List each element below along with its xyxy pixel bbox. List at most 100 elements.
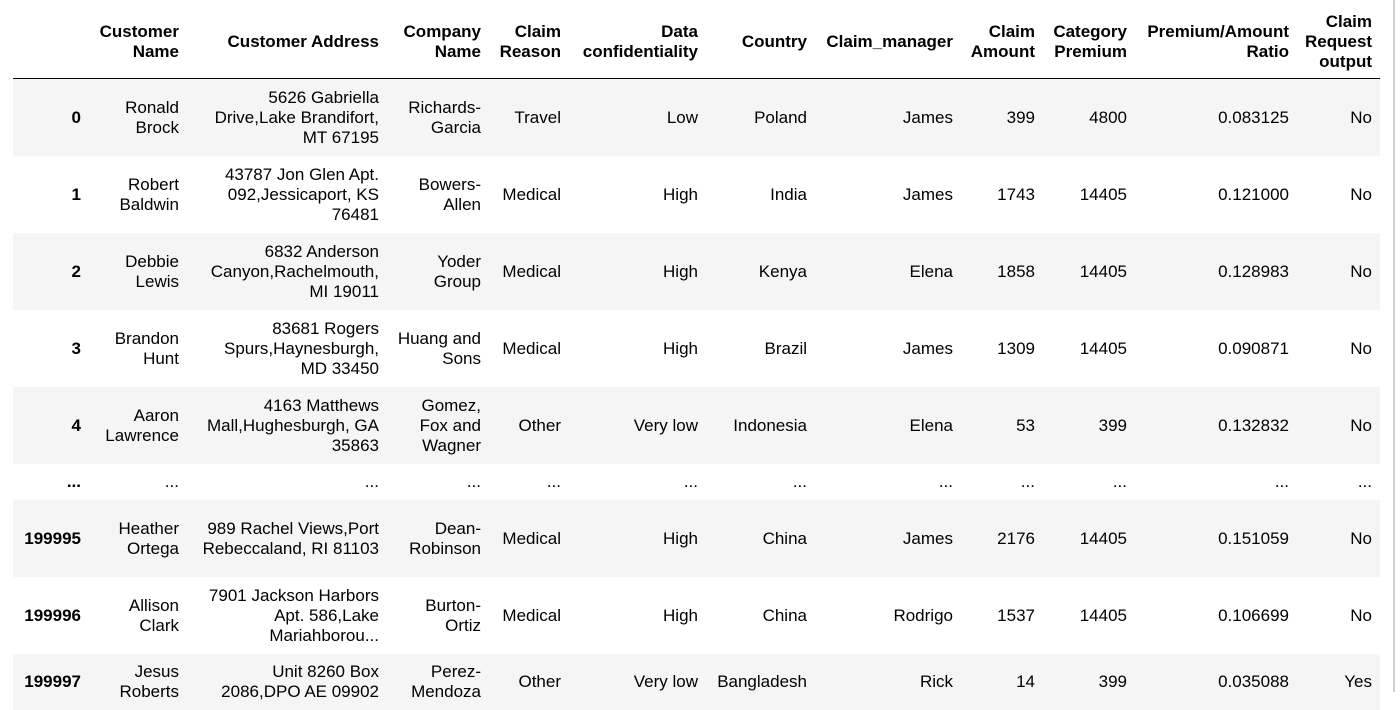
table-cell: Brazil (764, 338, 807, 358)
table-cell: 1309 (997, 338, 1035, 358)
table-cell: 399 (1006, 107, 1035, 127)
table-cell: 0.090871 (1218, 338, 1289, 358)
table-cell: Travel (514, 107, 561, 127)
table-cell: ... (466, 472, 481, 491)
table-cell: James (902, 184, 953, 204)
table-cell: 1858 (997, 261, 1035, 281)
table-row: 2 Debbie Lewis 6832 Anderson Canyon,Rach… (13, 233, 1380, 310)
table-cell: James (902, 107, 953, 127)
table-cell: 0.121000 (1218, 184, 1289, 204)
table-cell: 83681 Rogers Spurs,Haynesburgh, MD 33450 (224, 318, 379, 378)
column-header: Claim_manager (815, 6, 961, 79)
table-cell: Perez-Mendoza (411, 662, 481, 701)
table-cell: Medical (502, 261, 561, 281)
table-cell: Richards-Garcia (408, 97, 481, 137)
table-cell: ... (364, 472, 379, 491)
table-cell: 14405 (1079, 338, 1127, 358)
table-cell: Unit 8260 Box 2086,DPO AE 09902 (221, 662, 379, 701)
table-cell: No (1350, 528, 1372, 548)
table-cell: Elena (909, 261, 953, 281)
table-cell: High (663, 605, 698, 625)
table-cell: Poland (754, 107, 807, 127)
table-cell: ... (546, 472, 561, 491)
table-row: 1 Robert Baldwin 43787 Jon Glen Apt. 092… (13, 156, 1380, 233)
column-header: Company Name (387, 6, 489, 79)
table-cell: 14405 (1079, 605, 1127, 625)
row-index: 2 (71, 261, 81, 281)
table-row: 199996 Allison Clark 7901 Jackson Harbor… (13, 577, 1380, 654)
table-cell: Elena (909, 415, 953, 435)
table-cell: Yoder Group (433, 251, 481, 291)
table-cell: No (1350, 107, 1372, 127)
table-cell: Indonesia (733, 415, 807, 435)
column-header: Customer Address (187, 6, 387, 79)
table-cell: 53 (1016, 415, 1035, 435)
table-cell: ... (1020, 472, 1035, 491)
table-cell: 0.128983 (1218, 261, 1289, 281)
table-row: 199997 Jesus Roberts Unit 8260 Box 2086,… (13, 654, 1380, 710)
table-cell: Huang and Sons (397, 328, 481, 368)
table-cell: Gomez, Fox and Wagner (419, 395, 481, 455)
table-cell: ... (1357, 472, 1372, 491)
table-cell: Heather Ortega (118, 518, 179, 558)
column-header: Category Premium (1043, 6, 1135, 79)
table-cell: Allison Clark (128, 595, 179, 635)
table-cell: Rick (919, 672, 953, 691)
index-header (13, 6, 89, 79)
table-cell: High (663, 338, 698, 358)
row-index: 199995 (24, 528, 81, 548)
column-header: Claim Request output (1297, 6, 1380, 79)
table-cell: Other (518, 415, 561, 435)
table-cell: India (770, 184, 807, 204)
table-row: 0 Ronald Brock 5626 Gabriella Drive,Lake… (13, 78, 1380, 156)
table-cell: Dean-Robinson (409, 518, 481, 558)
column-header: Claim Amount (961, 6, 1043, 79)
header-row: Customer Name Customer Address Company N… (13, 6, 1380, 79)
row-index: 0 (71, 107, 81, 127)
page-right-border (1393, 0, 1395, 692)
table-cell: 0.106699 (1218, 605, 1289, 625)
table-cell: Yes (1344, 672, 1372, 691)
row-index: 1 (71, 184, 81, 204)
table-cell: ... (938, 472, 953, 491)
table-cell: Bowers-Allen (418, 174, 481, 214)
table-cell: 4163 Matthews Mall,Hughesburgh, GA 35863 (207, 395, 379, 455)
table-cell: High (663, 261, 698, 281)
table-cell: No (1350, 338, 1372, 358)
table-cell: 399 (1098, 672, 1127, 691)
table-row: 3 Brandon Hunt 83681 Rogers Spurs,Haynes… (13, 310, 1380, 387)
table-cell: 6832 Anderson Canyon,Rachelmouth, MI 190… (210, 241, 379, 301)
table-cell: Low (666, 107, 698, 127)
table-cell: Very low (633, 415, 698, 435)
column-header: Country (706, 6, 815, 79)
table-cell: ... (1274, 472, 1289, 491)
table-cell: ... (164, 472, 179, 491)
table-cell: 14405 (1079, 261, 1127, 281)
table-cell: Medical (502, 338, 561, 358)
table-cell: 399 (1098, 415, 1127, 435)
table-cell: Aaron Lawrence (105, 405, 179, 445)
table-cell: Brandon Hunt (114, 328, 179, 368)
table-cell: China (762, 605, 807, 625)
table-cell: 2176 (997, 528, 1035, 548)
truncation-row: ... ... ... ... ... ... ... ... ... ... … (13, 464, 1380, 500)
table-cell: High (663, 528, 698, 548)
table-cell: 7901 Jackson Harbors Apt. 586,Lake Maria… (208, 585, 379, 645)
table-cell: 0.083125 (1218, 107, 1289, 127)
row-index: 4 (71, 415, 81, 435)
table-cell: Other (518, 672, 561, 691)
table-cell: No (1350, 605, 1372, 625)
column-header: Customer Name (89, 6, 187, 79)
table-row: 4 Aaron Lawrence 4163 Matthews Mall,Hugh… (13, 387, 1380, 464)
table-cell: 14 (1016, 672, 1035, 691)
row-index: 3 (71, 338, 81, 358)
table-cell: ... (1112, 472, 1127, 491)
table-cell: 0.035088 (1218, 672, 1289, 691)
table-cell: Burton-Ortiz (425, 595, 481, 635)
table-cell: China (762, 528, 807, 548)
table-cell: Medical (502, 528, 561, 548)
column-header: Premium/Amount Ratio (1135, 6, 1297, 79)
table-cell: 1743 (997, 184, 1035, 204)
table-cell: Medical (502, 184, 561, 204)
table-cell: Rodrigo (893, 605, 953, 625)
